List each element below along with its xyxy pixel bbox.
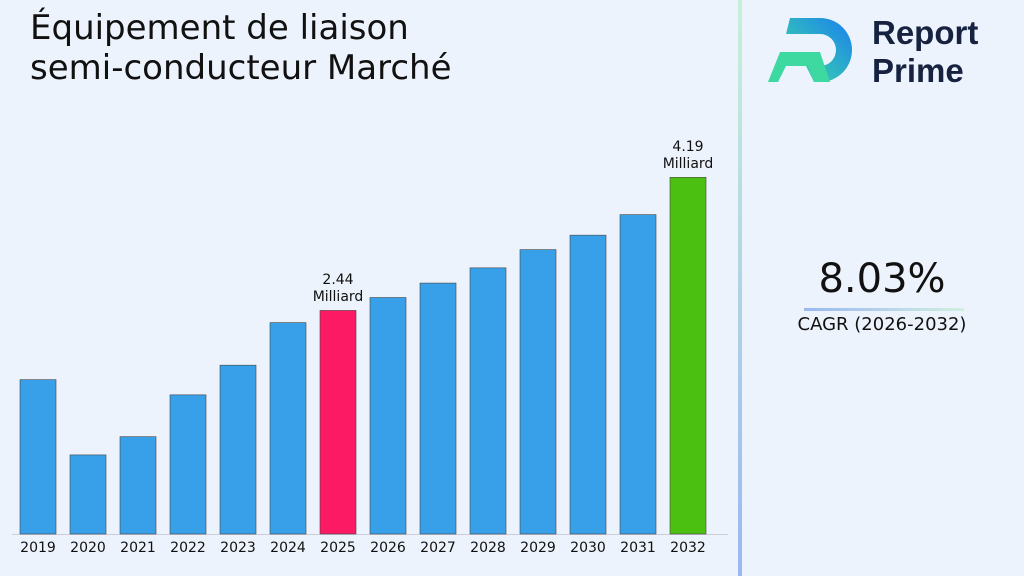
- bar: [519, 249, 557, 535]
- x-tick-label: 2027: [420, 540, 456, 556]
- x-tick-label: 2024: [270, 540, 306, 556]
- bar: [19, 379, 57, 535]
- bar: [419, 282, 457, 535]
- x-tick-label: 2029: [520, 540, 556, 556]
- x-tick-label: 2028: [470, 540, 506, 556]
- x-tick-label: 2025: [320, 540, 356, 556]
- cagr-underline: [804, 308, 964, 311]
- brand: Prime: [872, 52, 964, 89]
- x-tick-label: 2026: [370, 540, 406, 556]
- logo: [768, 18, 852, 82]
- bar: [119, 436, 157, 535]
- bar: [269, 322, 307, 535]
- value-label: 2.44 Milliard: [312, 272, 364, 306]
- x-tick-label: 2019: [20, 540, 56, 556]
- bar: [369, 297, 407, 535]
- x-tick-label: 2021: [120, 540, 156, 556]
- bar: [69, 454, 107, 535]
- bar: [169, 394, 207, 535]
- bar: [219, 364, 257, 535]
- brand: Report: [872, 14, 979, 51]
- bar: [569, 234, 607, 535]
- cagr-label: CAGR (2026-2032): [797, 314, 967, 335]
- bar: [319, 310, 357, 535]
- divider: [738, 0, 742, 576]
- chart-title: Équipement de liaison semi-conducteur Ma…: [30, 8, 452, 88]
- cagr-value: 8.03%: [818, 256, 946, 302]
- bar: [619, 214, 657, 535]
- x-tick-label: 2023: [220, 540, 256, 556]
- x-tick-label: 2031: [620, 540, 656, 556]
- x-tick-label: 2032: [670, 540, 706, 556]
- x-tick-label: 2020: [70, 540, 106, 556]
- x-tick-label: 2022: [170, 540, 206, 556]
- x-tick-label: 2030: [570, 540, 606, 556]
- bar: [669, 177, 707, 535]
- bar: [469, 267, 507, 535]
- value-label: 4.19 Milliard: [662, 139, 714, 173]
